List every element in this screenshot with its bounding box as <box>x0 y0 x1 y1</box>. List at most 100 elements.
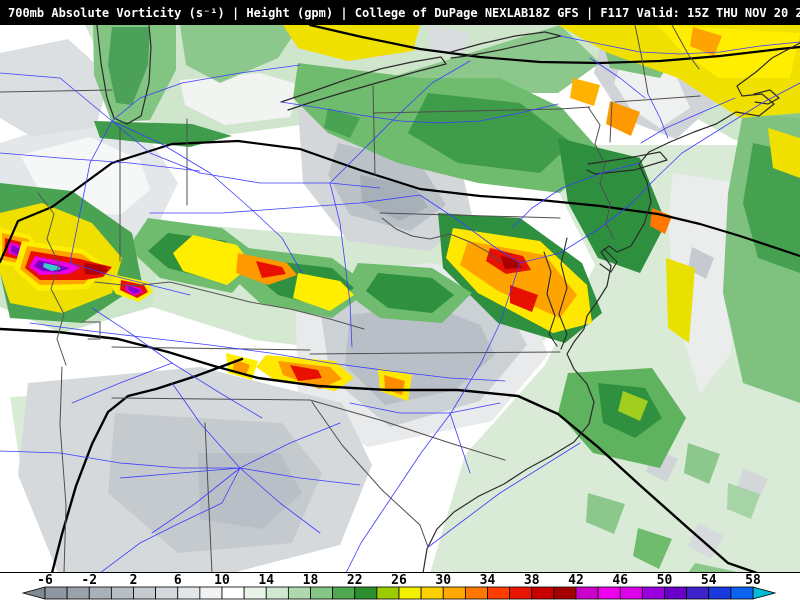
vort-fill <box>606 101 640 136</box>
colorbar-cell <box>664 586 688 600</box>
colorbar-tick-label: 38 <box>524 573 540 588</box>
delmarva-shore <box>558 237 568 350</box>
highway <box>69 262 191 296</box>
colorbar-cell <box>133 586 157 600</box>
state-border <box>309 399 506 461</box>
colorbar-tick-label: 14 <box>258 573 274 588</box>
vort-fill <box>198 453 302 529</box>
highway <box>449 412 471 474</box>
vort-fill <box>633 528 672 569</box>
vort-fill <box>586 493 625 534</box>
colorbar-cell <box>88 586 112 600</box>
colorbar-cell <box>575 586 599 600</box>
highway <box>426 442 581 549</box>
colorbar-tick-label: 18 <box>303 573 319 588</box>
colorbar-cell <box>619 586 643 600</box>
vort-fill <box>283 25 420 61</box>
product-title: 700mb Absolute Vorticity (s⁻¹) | Height … <box>8 5 529 20</box>
colorbar-tick-label: 30 <box>435 573 451 588</box>
highway <box>349 402 501 414</box>
colorbar-cell <box>420 586 444 600</box>
highway <box>0 450 241 469</box>
colorbar-cell <box>332 586 356 600</box>
vort-fill <box>558 138 666 273</box>
highway <box>111 120 303 274</box>
colorbar-cell <box>44 586 68 600</box>
vort-fill <box>324 108 360 138</box>
state-border <box>204 422 213 572</box>
highway <box>559 35 800 55</box>
vort-fill <box>108 27 150 105</box>
state-border <box>59 366 67 572</box>
colorbar-tick-label: 46 <box>612 573 628 588</box>
highway <box>151 467 241 534</box>
ohio-river <box>94 281 365 330</box>
vort-fill <box>570 78 600 106</box>
highway <box>640 97 736 144</box>
colorbar-cell <box>464 586 488 600</box>
run-valid-info: 18Z GFS | F117 Valid: 15Z THU NOV 20 202… <box>528 5 800 20</box>
vort-fill <box>173 235 252 285</box>
vort-fill <box>690 27 722 56</box>
highway <box>519 82 800 264</box>
highway <box>171 362 263 419</box>
colorbar-tick-label: 58 <box>745 573 761 588</box>
state-border <box>309 351 561 355</box>
colorbar-cell <box>442 586 466 600</box>
highway <box>589 57 646 99</box>
state-border <box>614 95 701 103</box>
colorbar-cell <box>265 586 289 600</box>
highway <box>71 362 173 404</box>
cape-cod <box>753 89 780 105</box>
highway <box>111 64 301 122</box>
title-bar: 700mb Absolute Vorticity (s⁻¹) | Height … <box>0 0 800 25</box>
highway <box>69 120 113 264</box>
vort-fill <box>180 73 300 125</box>
colorbar-cell <box>531 586 555 600</box>
vort-fill <box>666 258 695 343</box>
state-border <box>111 346 311 351</box>
highway <box>647 93 669 139</box>
colorbar-area: -6 -2 2 6 10 14 18 22 26 30 34 38 42 46 50 54 58 <box>0 573 800 600</box>
colorbar-tick-label: 22 <box>347 573 363 588</box>
colorbar-cell <box>597 586 621 600</box>
highway <box>511 162 641 229</box>
vort-fill <box>128 286 140 294</box>
colorbar-cell <box>110 586 134 600</box>
highway <box>419 194 521 264</box>
vort-fill <box>688 523 724 559</box>
vort-fill <box>727 483 760 519</box>
vort-fill <box>684 443 720 484</box>
vort-fill <box>94 121 232 147</box>
state-border <box>381 217 501 263</box>
colorbar-tick-label: 26 <box>391 573 407 588</box>
highway <box>29 322 506 382</box>
highway <box>91 307 173 364</box>
colorbar-cell <box>199 586 223 600</box>
state-border <box>587 106 615 240</box>
colorbar-cell <box>708 586 732 600</box>
colorbar-tick-label: 34 <box>480 573 496 588</box>
vorticity-map <box>0 25 800 572</box>
highway <box>329 182 353 348</box>
state-border <box>81 321 101 340</box>
colorbar-cell <box>221 586 245 600</box>
vort-fill <box>743 143 800 273</box>
colorbar-arrow-low <box>21 586 46 600</box>
highway <box>0 152 201 172</box>
vort-fill <box>618 391 648 421</box>
mississippi-river <box>37 192 67 366</box>
highway <box>149 194 421 214</box>
vort-fill <box>293 273 354 311</box>
highway <box>100 467 241 572</box>
vort-fill <box>428 25 470 55</box>
long-island <box>586 151 668 175</box>
height-contour <box>0 139 800 264</box>
colorbar-cell <box>155 586 179 600</box>
chesapeake-bay <box>543 251 558 347</box>
colorbar-cell <box>553 586 577 600</box>
state-border <box>311 401 429 548</box>
colorbar: -6 -2 2 6 10 14 18 22 26 30 34 38 42 46 50 54 58 <box>21 573 777 600</box>
colorbar-cell <box>354 586 378 600</box>
